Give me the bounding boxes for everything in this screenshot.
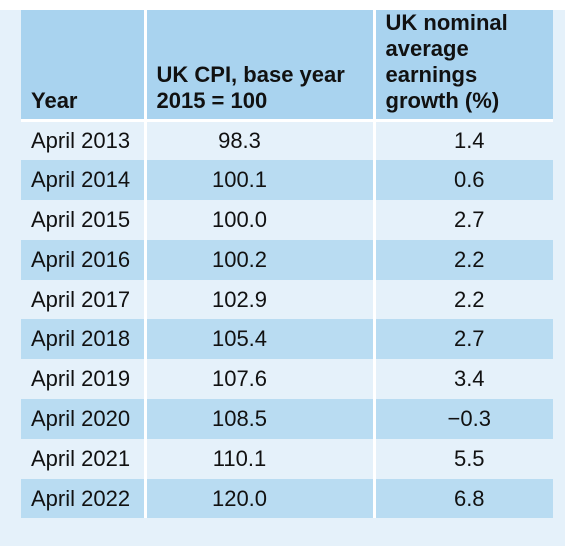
cell-cpi: 102.9 [145,279,376,320]
cell-year: April 2013 [21,120,147,161]
cell-year: April 2016 [21,239,147,280]
table-row: April 2021 110.1 5.5 [21,438,553,479]
cell-earnings: 2.7 [374,319,553,360]
cell-cpi: 120.0 [145,478,376,519]
table-row: April 2014 100.1 0.6 [21,160,553,201]
header-earnings-line1: UK nominal [385,10,508,35]
cell-earnings: 0.6 [374,160,553,201]
header-cpi-line2: 2015 = 100 [156,88,268,113]
header-earnings: UK nominal average earnings growth (%) [374,10,553,122]
header-earnings-line2: average earnings [385,36,478,87]
header-year: Year [21,10,147,122]
table-header-row: Year UK CPI, base year 2015 = 100 UK nom… [21,10,553,122]
clipped-caption-strip [0,0,565,10]
cell-year: April 2022 [21,478,147,519]
data-table-container: Year UK CPI, base year 2015 = 100 UK nom… [21,10,553,519]
header-cpi: UK CPI, base year 2015 = 100 [145,10,376,122]
cell-cpi: 98.3 [145,120,376,161]
cell-year: April 2014 [21,160,147,201]
cell-cpi: 100.1 [145,160,376,201]
cell-earnings: −0.3 [374,399,553,439]
table-row: April 2022 120.0 6.8 [21,478,553,519]
table-row: April 2013 98.3 1.4 [21,120,553,161]
cell-year: April 2018 [21,319,147,360]
cell-cpi: 100.2 [145,239,376,280]
cell-earnings: 5.5 [374,438,553,479]
table-row: April 2020 108.5 −0.3 [21,399,553,439]
table-row: April 2018 105.4 2.7 [21,319,553,360]
table-row: April 2016 100.2 2.2 [21,239,553,280]
cell-year: April 2015 [21,200,147,240]
cell-earnings: 2.7 [374,200,553,240]
cell-cpi: 100.0 [145,200,376,240]
table-row: April 2019 107.6 3.4 [21,359,553,400]
cell-year: April 2017 [21,279,147,320]
cell-year: April 2020 [21,399,147,439]
header-cpi-line1: UK CPI, base year [156,62,345,87]
table-row: April 2017 102.9 2.2 [21,279,553,320]
cell-cpi: 110.1 [145,438,376,479]
header-year-label: Year [31,88,78,113]
cell-earnings: 2.2 [374,279,553,320]
cell-earnings: 1.4 [374,120,553,161]
cell-year: April 2019 [21,359,147,400]
cell-cpi: 107.6 [145,359,376,400]
cell-earnings: 2.2 [374,239,553,280]
cell-earnings: 6.8 [374,478,553,519]
header-earnings-line3: growth (%) [385,88,500,113]
cell-cpi: 108.5 [145,399,376,439]
cpi-earnings-table: Year UK CPI, base year 2015 = 100 UK nom… [21,10,553,519]
table-row: April 2015 100.0 2.7 [21,200,553,240]
cell-earnings: 3.4 [374,359,553,400]
cell-year: April 2021 [21,438,147,479]
cell-cpi: 105.4 [145,319,376,360]
